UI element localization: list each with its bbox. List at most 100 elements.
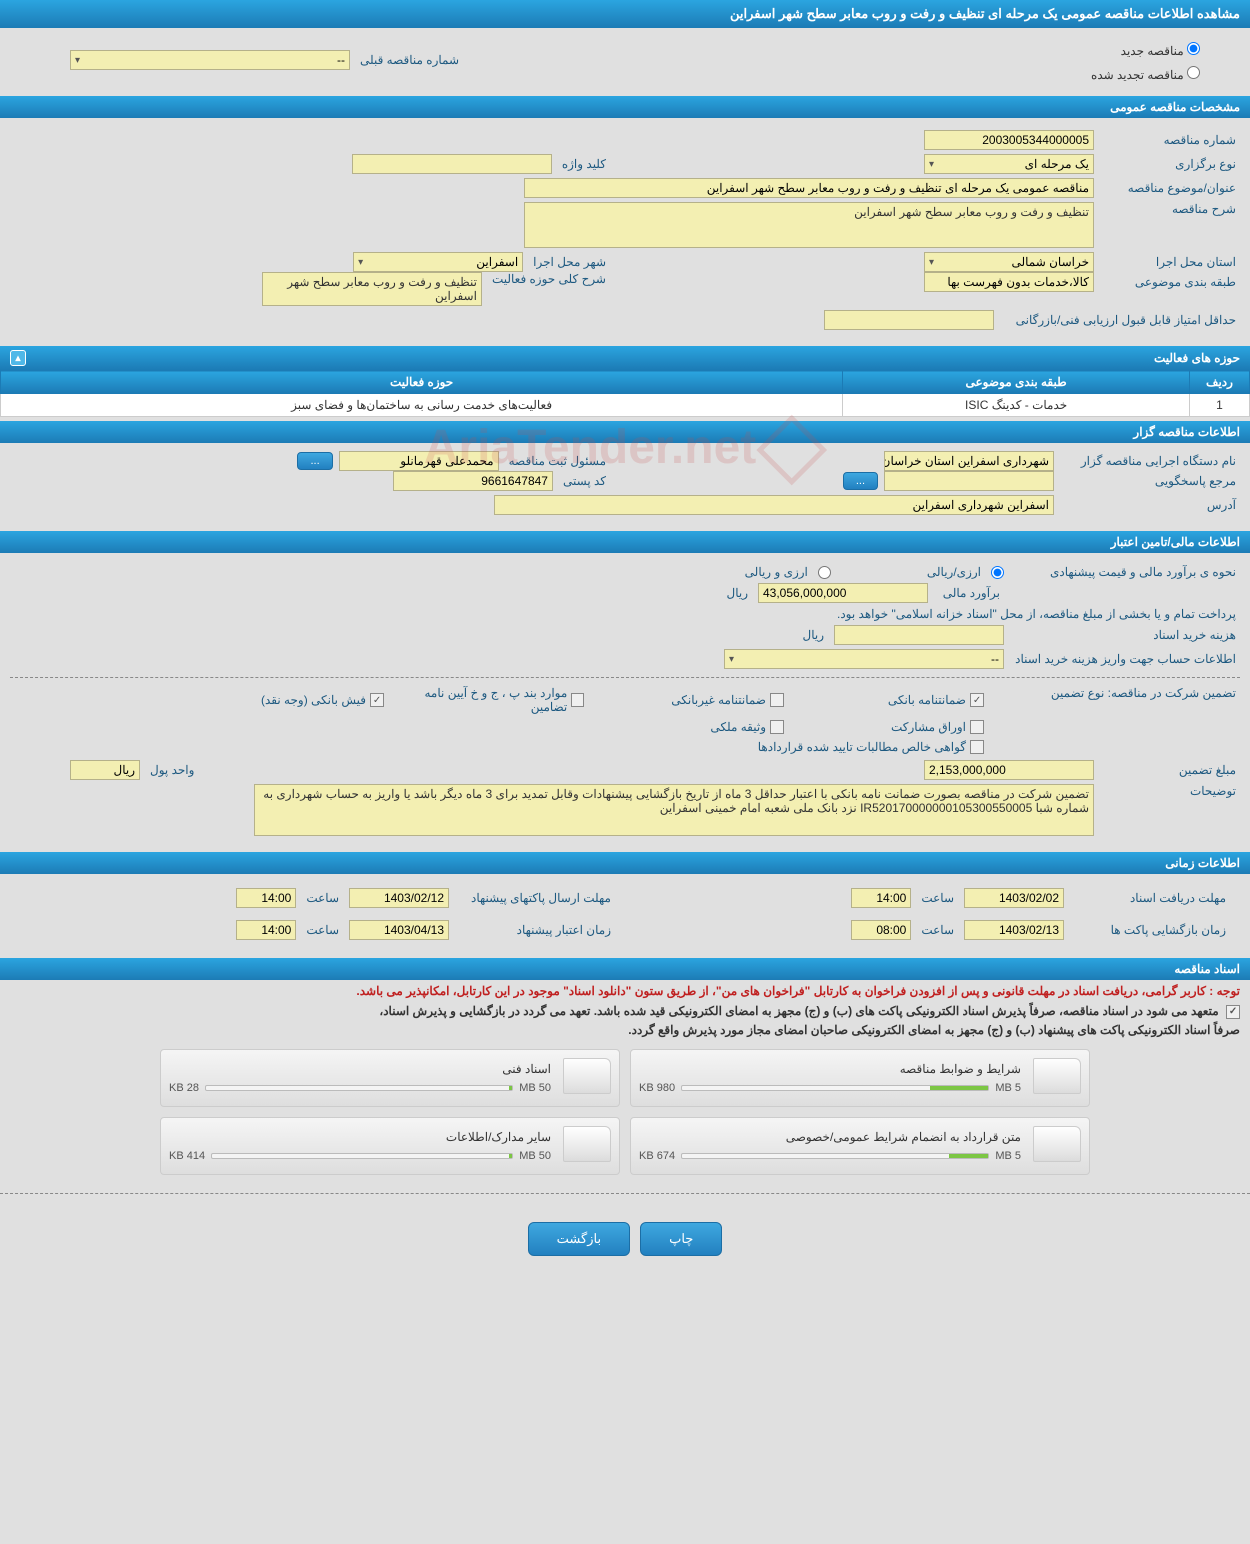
separator xyxy=(10,677,1240,678)
chk-bonds[interactable] xyxy=(970,720,984,734)
docs-grid: شرایط و ضوابط مناقصه 5 MB 980 KB اسناد ف… xyxy=(0,1039,1250,1185)
organizer-block: نام دستگاه اجرایی مناقصه گزار شهرداری اس… xyxy=(0,443,1250,527)
print-button[interactable]: چاپ xyxy=(640,1222,722,1256)
responder-field[interactable] xyxy=(884,471,1054,491)
chevron-down-icon: ▾ xyxy=(929,159,934,170)
radio-new-tender[interactable] xyxy=(1187,42,1200,55)
doc-card[interactable]: اسناد فنی 50 MB 28 KB xyxy=(160,1049,620,1107)
chk-deposit[interactable] xyxy=(370,693,384,707)
responder-label: مرجع پاسخگویی xyxy=(1060,474,1240,488)
doc-cost-field[interactable] xyxy=(834,625,1004,645)
open-label: زمان بازگشایی پاکت ها xyxy=(1070,923,1230,937)
scope-desc-textarea[interactable]: تنظیف و رفت و روب معابر سطح شهر اسفراین xyxy=(262,272,482,306)
notes-textarea[interactable]: تضمین شرکت در مناقصه بصورت ضمانت نامه با… xyxy=(254,784,1094,836)
chk-clause[interactable] xyxy=(571,693,584,707)
section-activity: حوزه های فعالیت ▴ xyxy=(0,346,1250,370)
meter-fill-2 xyxy=(949,1154,989,1158)
postal-label: کد پستی xyxy=(559,474,610,488)
guarantee-type-label: تضمین شرکت در مناقصه: نوع تضمین xyxy=(1010,686,1240,700)
chk-receivables[interactable] xyxy=(970,740,984,754)
postal-field[interactable]: 9661647847 xyxy=(393,471,553,491)
subject-field[interactable]: مناقصه عمومی یک مرحله ای تنظیف و رفت و ر… xyxy=(524,178,1094,198)
collapse-icon[interactable]: ▴ xyxy=(10,350,26,366)
scope-desc-label: شرح کلی حوزه فعالیت xyxy=(488,272,610,286)
open-time[interactable]: 08:00 xyxy=(851,920,911,940)
min-score-field[interactable] xyxy=(824,310,994,330)
section-docs: اسناد مناقصه xyxy=(0,958,1250,980)
section-organizer: اطلاعات مناقصه گزار xyxy=(0,421,1250,443)
account-info-label: اطلاعات حساب جهت واریز هزینه خرید اسناد xyxy=(1010,652,1240,666)
time-label-2: ساعت xyxy=(302,891,343,905)
folder-icon xyxy=(561,1126,611,1166)
org-field: شهرداری اسفراین استان خراسان شمالی xyxy=(884,451,1054,471)
deadline-submit-time[interactable]: 14:00 xyxy=(236,888,296,908)
guarantee-amount-label: مبلغ تضمین xyxy=(1100,763,1240,777)
registrar-more-button[interactable]: ... xyxy=(297,452,332,470)
validity-time[interactable]: 14:00 xyxy=(236,920,296,940)
hold-type-select[interactable]: یک مرحله ای▾ xyxy=(924,154,1094,174)
desc-textarea[interactable]: تنظیف و رفت و روب معابر سطح شهر اسفراین xyxy=(524,202,1094,248)
money-unit-field: ریال xyxy=(70,760,140,780)
address-field[interactable]: اسفراین شهرداری اسفراین xyxy=(494,495,1054,515)
registrar-label: مسئول ثبت مناقصه xyxy=(505,454,610,468)
radio-rial[interactable] xyxy=(991,566,1004,579)
city-select[interactable]: اسفراین▾ xyxy=(353,252,523,272)
category-field[interactable]: کالا،خدمات بدون فهرست بها xyxy=(924,272,1094,292)
deadline-doc-date[interactable]: 1403/02/02 xyxy=(964,888,1064,908)
doc-cost-currency: ریال xyxy=(798,628,828,642)
time-label: ساعت xyxy=(917,891,958,905)
chevron-down-icon: ▾ xyxy=(358,257,363,268)
fx-option-label: ارزی و ریالی xyxy=(741,565,812,579)
chk-property[interactable] xyxy=(770,720,784,734)
account-select[interactable]: --▾ xyxy=(724,649,1004,669)
deadline-submit-label: مهلت ارسال پاکتهای پیشنهاد xyxy=(455,891,615,905)
prev-tender-select[interactable]: --▾ xyxy=(70,50,350,70)
chk-non-bank-guarantee[interactable] xyxy=(770,693,784,707)
est-mode-label: نحوه ی برآورد مالی و قیمت پیشنهادی xyxy=(1010,565,1240,579)
open-date[interactable]: 1403/02/13 xyxy=(964,920,1064,940)
page-title: مشاهده اطلاعات مناقصه عمومی یک مرحله ای … xyxy=(0,0,1250,28)
folder-icon xyxy=(561,1058,611,1098)
estimate-label: برآورد مالی xyxy=(934,586,1004,600)
province-select[interactable]: خراسان شمالی▾ xyxy=(924,252,1094,272)
doc-card[interactable]: سایر مدارک/اطلاعات 50 MB 414 KB xyxy=(160,1117,620,1175)
desc-label: شرح مناقصه xyxy=(1100,202,1240,216)
registrar-field: محمدعلی قهرمانلو xyxy=(339,451,499,471)
folder-icon xyxy=(1031,1058,1081,1098)
deadline-doc-time[interactable]: 14:00 xyxy=(851,888,911,908)
doc-cost-label: هزینه خرید اسناد xyxy=(1010,628,1240,642)
radio-fx[interactable] xyxy=(818,566,831,579)
guarantee-amount-field[interactable]: 2,153,000,000 xyxy=(924,760,1094,780)
new-tender-label: مناقصه جدید xyxy=(1121,44,1184,58)
chk-commit[interactable] xyxy=(1226,1005,1240,1019)
section-financial: اطلاعات مالی/تامین اعتبار xyxy=(0,531,1250,553)
meter-fill-0 xyxy=(930,1086,988,1090)
doc-card[interactable]: شرایط و ضوابط مناقصه 5 MB 980 KB xyxy=(630,1049,1090,1107)
validity-date[interactable]: 1403/04/13 xyxy=(349,920,449,940)
tender-number-label: شماره مناقصه xyxy=(1100,133,1240,147)
chk-bank-guarantee[interactable] xyxy=(970,693,984,707)
th-category: طبقه بندی موضوعی xyxy=(843,371,1190,394)
activity-table: ردیف طبقه بندی موضوعی حوزه فعالیت 1 خدما… xyxy=(0,370,1250,417)
province-label: استان محل اجرا xyxy=(1100,255,1240,269)
chevron-down-icon: ▾ xyxy=(729,654,734,665)
keyword-field[interactable] xyxy=(352,154,552,174)
estimate-field[interactable]: 43,056,000,000 xyxy=(758,583,928,603)
min-score-label: حداقل امتیاز قابل قبول ارزیابی فنی/بازرگ… xyxy=(1000,313,1240,327)
th-scope: حوزه فعالیت xyxy=(1,371,843,394)
deadline-submit-date[interactable]: 1403/02/12 xyxy=(349,888,449,908)
rial-option-label: ارزی/ریالی xyxy=(923,565,985,579)
chevron-down-icon: ▾ xyxy=(75,55,80,66)
time-label-4: ساعت xyxy=(302,923,343,937)
currency-rial-label: ریال xyxy=(722,586,752,600)
doc-card[interactable]: متن قرارداد به انضمام شرایط عمومی/خصوصی … xyxy=(630,1117,1090,1175)
validity-label: زمان اعتبار پیشنهاد xyxy=(455,923,615,937)
radio-renew-tender[interactable] xyxy=(1187,66,1200,79)
deadline-doc-label: مهلت دریافت اسناد xyxy=(1070,891,1230,905)
back-button[interactable]: بازگشت xyxy=(528,1222,630,1256)
notes-label: توضیحات xyxy=(1100,784,1240,798)
budget-note: پرداخت تمام و یا بخشی از مبلغ مناقصه، از… xyxy=(833,607,1240,621)
section-timing: اطلاعات زمانی xyxy=(0,852,1250,874)
responder-more-button[interactable]: ... xyxy=(843,472,878,490)
th-row: ردیف xyxy=(1190,371,1250,394)
